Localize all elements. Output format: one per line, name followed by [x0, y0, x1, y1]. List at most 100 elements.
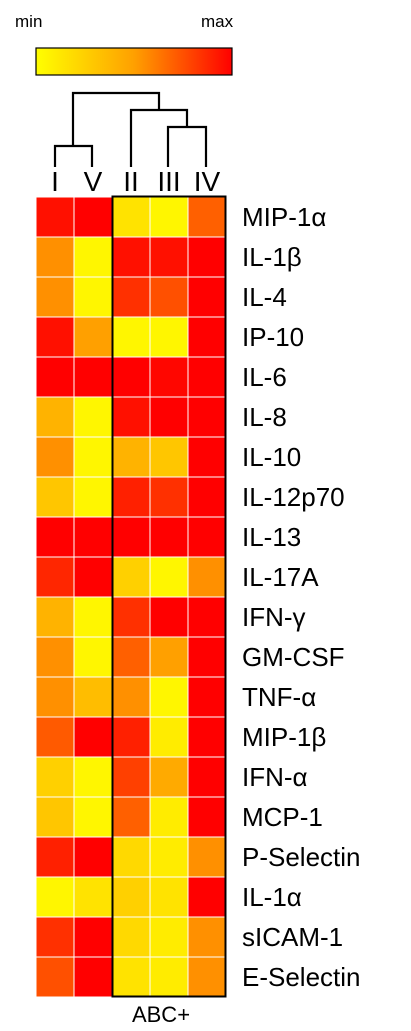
heatmap-cell [187, 756, 227, 798]
heatmap-cell [187, 236, 227, 278]
heatmap-cell [149, 916, 189, 958]
heatmap-cell [187, 396, 227, 438]
heatmap-cell [35, 676, 75, 718]
column-label: I [51, 166, 59, 197]
heatmap-cell [187, 596, 227, 638]
row-label: IFN-γ [242, 602, 306, 632]
row-label: IL-8 [242, 402, 287, 432]
row-label: MCP-1 [242, 802, 323, 832]
row-label: P-Selectin [242, 842, 361, 872]
heatmap-cell [149, 196, 189, 238]
abc-group-box [111, 195, 227, 998]
heatmap-cell [73, 316, 113, 358]
column-label: II [123, 166, 139, 197]
heatmap-cell [35, 316, 75, 358]
heatmap-cell [35, 396, 75, 438]
heatmap-cell [149, 276, 189, 318]
column-label: V [84, 166, 103, 197]
heatmap-cell [73, 276, 113, 318]
heatmap-cell [111, 876, 151, 918]
heatmap-cell [149, 796, 189, 838]
heatmap-cell [35, 556, 75, 598]
row-label: IL-12p70 [242, 482, 345, 512]
row-label: IL-1β [242, 242, 302, 272]
heatmap-cell [149, 836, 189, 878]
heatmap-cell [35, 796, 75, 838]
heatmap-cell [111, 956, 151, 998]
heatmap-cell [149, 516, 189, 558]
heatmap-cell [35, 196, 75, 238]
heatmap-cell [111, 396, 151, 438]
heatmap-cell [73, 236, 113, 278]
heatmap-cell [187, 836, 227, 878]
row-label: IL-17A [242, 562, 319, 592]
heatmap-cell [149, 316, 189, 358]
heatmap-cell [73, 636, 113, 678]
column-label: IV [194, 166, 221, 197]
heatmap-cell [35, 356, 75, 398]
heatmap-cell [149, 436, 189, 478]
heatmap-cell [111, 436, 151, 478]
heatmap-cell [111, 796, 151, 838]
heatmap-cell [35, 276, 75, 318]
heatmap-cell [187, 356, 227, 398]
heatmap-cell [111, 676, 151, 718]
heatmap-cell [73, 676, 113, 718]
heatmap-cell [149, 956, 189, 998]
row-label: IL-4 [242, 282, 287, 312]
heatmap-cell [73, 716, 113, 758]
heatmap-cell [111, 556, 151, 598]
heatmap-cell [35, 636, 75, 678]
heatmap-cell [149, 596, 189, 638]
heatmap-cell [35, 756, 75, 798]
heatmap-cell [35, 716, 75, 758]
column-label: III [157, 166, 180, 197]
row-label: E-Selectin [242, 962, 361, 992]
heatmap-cell [149, 476, 189, 518]
row-label: sICAM-1 [242, 922, 343, 952]
heatmap-cell [73, 796, 113, 838]
heatmap-cell [73, 596, 113, 638]
heatmap-cell [111, 636, 151, 678]
heatmap-cell [149, 556, 189, 598]
heatmap-cell [187, 676, 227, 718]
color-scale-bar [35, 47, 233, 76]
column-labels: I V II III IV [51, 166, 220, 197]
heatmap-cell [187, 276, 227, 318]
heatmap-cell [73, 436, 113, 478]
row-label: IL-13 [242, 522, 301, 552]
row-label: MIP-1α [242, 202, 326, 232]
row-label: IL-6 [242, 362, 287, 392]
heatmap-cell [149, 876, 189, 918]
legend-min-label: min [15, 12, 42, 31]
heatmap-cell [111, 516, 151, 558]
heatmap-cell [187, 956, 227, 998]
heatmap-cell [35, 836, 75, 878]
heatmap-cell [187, 636, 227, 678]
heatmap-cell [187, 556, 227, 598]
heatmap-cell [149, 756, 189, 798]
heatmap-cell [73, 556, 113, 598]
row-label: GM-CSF [242, 642, 345, 672]
heatmap-cell [73, 836, 113, 878]
heatmap-cell [35, 876, 75, 918]
heatmap-cell [73, 196, 113, 238]
heatmap-cell [111, 476, 151, 518]
heatmap-cell [73, 956, 113, 998]
heatmap-cells [35, 196, 227, 998]
dendrogram-branch-ii-iii-iv [129, 108, 189, 167]
heatmap-cell [73, 916, 113, 958]
heatmap-cell [187, 716, 227, 758]
dendrogram [53, 91, 208, 167]
heatmap-cell [187, 876, 227, 918]
heatmap-cell [111, 756, 151, 798]
heatmap-cell [187, 196, 227, 238]
heatmap-cell [73, 396, 113, 438]
heatmap-cell [149, 236, 189, 278]
heatmap-cell [73, 356, 113, 398]
heatmap-cell [187, 436, 227, 478]
heatmap-cell [111, 196, 151, 238]
heatmap-cell [111, 236, 151, 278]
dendrogram-root [71, 91, 161, 146]
